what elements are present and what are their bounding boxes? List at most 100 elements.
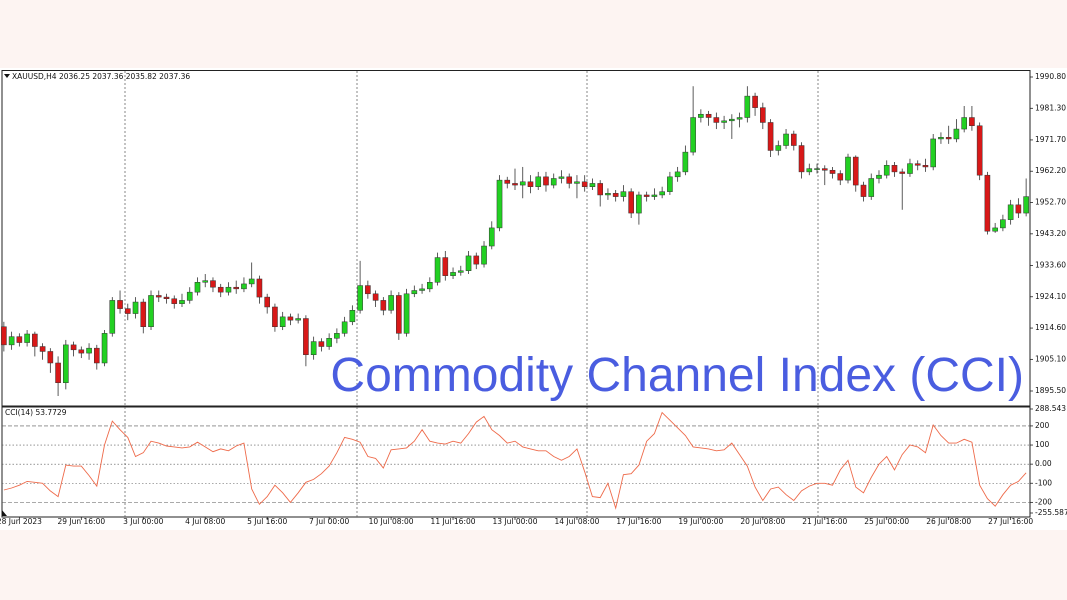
bull-candle	[24, 333, 30, 343]
x-tick-label: 20 Jul 08:00	[740, 517, 785, 526]
x-tick-label: 21 Jul 16:00	[802, 517, 847, 526]
bear-candle	[155, 295, 162, 298]
bear-candle	[899, 171, 906, 174]
bull-candle	[620, 191, 627, 197]
bear-candle	[790, 133, 797, 146]
x-tick-label: 28 Jun 2023	[0, 517, 42, 526]
chart-background	[0, 68, 1067, 530]
bull-candle	[930, 138, 937, 168]
bear-candle	[945, 137, 952, 140]
bull-candle	[295, 318, 301, 321]
bear-candle	[124, 308, 131, 314]
bear-candle	[233, 286, 240, 290]
bull-candle	[63, 344, 69, 384]
bear-candle	[442, 257, 449, 276]
bear-candle	[55, 362, 61, 384]
bull-candle	[241, 283, 247, 290]
bull-candle	[101, 333, 108, 364]
bear-candle	[163, 296, 170, 299]
bear-candle	[93, 347, 100, 364]
y-tick-label: 1990.80	[1035, 72, 1066, 81]
bear-candle	[1015, 204, 1022, 214]
bear-candle	[752, 95, 758, 108]
bear-candle	[976, 125, 983, 176]
bear-candle	[527, 181, 534, 187]
bull-candle	[1000, 219, 1006, 229]
bear-candle	[32, 333, 38, 347]
bear-candle	[837, 173, 844, 181]
y-tick-label: 200	[1035, 421, 1050, 430]
cci-line	[3, 411, 1027, 510]
bull-candle	[721, 120, 727, 123]
bull-candle	[876, 174, 882, 179]
bull-candle	[736, 117, 743, 120]
bull-candle	[775, 145, 782, 151]
x-tick-label: 3 Jul 00:00	[123, 517, 163, 526]
x-tick-label: 14 Jul 08:00	[554, 517, 599, 526]
bull-candle	[519, 181, 526, 186]
bear-candle	[760, 107, 766, 123]
x-tick-label: 10 Jul 08:00	[369, 517, 414, 526]
bear-candle	[922, 165, 929, 168]
y-tick-label: 0.00	[1035, 459, 1052, 468]
bear-candle	[1, 326, 7, 346]
y-tick-label: 1905.10	[1035, 354, 1066, 363]
bear-candle	[713, 117, 720, 123]
bull-candle	[179, 300, 185, 304]
y-tick-label: 1962.20	[1035, 166, 1066, 175]
corner-icon	[2, 510, 7, 516]
x-tick-label: 11 Jul 16:00	[431, 517, 476, 526]
bull-candle	[279, 316, 286, 327]
bull-candle	[659, 191, 665, 196]
bear-candle	[597, 183, 603, 196]
price-header: XAUUSD,H4 2036.25 2037.36 2035.82 2037.3…	[12, 72, 190, 81]
bull-candle	[496, 179, 503, 229]
bear-candle	[860, 184, 867, 197]
bull-candle	[8, 336, 15, 346]
bear-candle	[852, 156, 859, 186]
y-tick-label: 100	[1035, 440, 1050, 449]
bull-candle	[186, 291, 193, 301]
bull-candle	[806, 168, 813, 173]
bear-candle	[272, 306, 278, 327]
bear-candle	[821, 168, 828, 171]
bull-candle	[109, 300, 116, 334]
bull-candle	[814, 168, 820, 170]
bull-candle	[682, 151, 689, 173]
x-tick-label: 19 Jul 00:00	[678, 517, 723, 526]
bull-candle	[388, 295, 394, 311]
bear-candle	[210, 280, 216, 288]
y-tick-label: -100	[1035, 478, 1052, 487]
bear-candle	[829, 169, 836, 174]
bull-candle	[357, 285, 363, 311]
bull-candle	[310, 341, 317, 356]
cci-header: CCI(14) 53.7729	[5, 408, 67, 417]
bull-candle	[744, 95, 751, 118]
bull-candle	[550, 178, 557, 186]
bull-candle	[674, 171, 681, 178]
y-tick-label: 1924.10	[1035, 292, 1066, 301]
bull-candle	[465, 255, 472, 271]
bull-candle	[202, 280, 209, 283]
x-tick-label: 5 Jul 16:00	[247, 517, 287, 526]
bull-candle	[651, 194, 658, 197]
bear-candle	[512, 183, 518, 186]
bull-candle	[558, 176, 565, 179]
bear-candle	[798, 145, 805, 173]
bear-candle	[984, 174, 991, 232]
bull-candle	[1007, 204, 1014, 220]
bear-candle	[380, 300, 387, 311]
bull-candle	[574, 181, 580, 184]
bull-candle	[148, 295, 154, 327]
bull-candle	[434, 257, 441, 283]
bear-candle	[318, 341, 325, 347]
bull-candle	[605, 193, 611, 196]
price-panel	[1, 70, 1031, 407]
bear-candle	[16, 336, 23, 343]
bear-candle	[217, 286, 224, 293]
x-tick-label: 27 Jul 16:00	[988, 517, 1033, 526]
bull-candle	[845, 156, 851, 181]
bull-candle	[636, 194, 642, 214]
bull-candle	[132, 301, 139, 314]
